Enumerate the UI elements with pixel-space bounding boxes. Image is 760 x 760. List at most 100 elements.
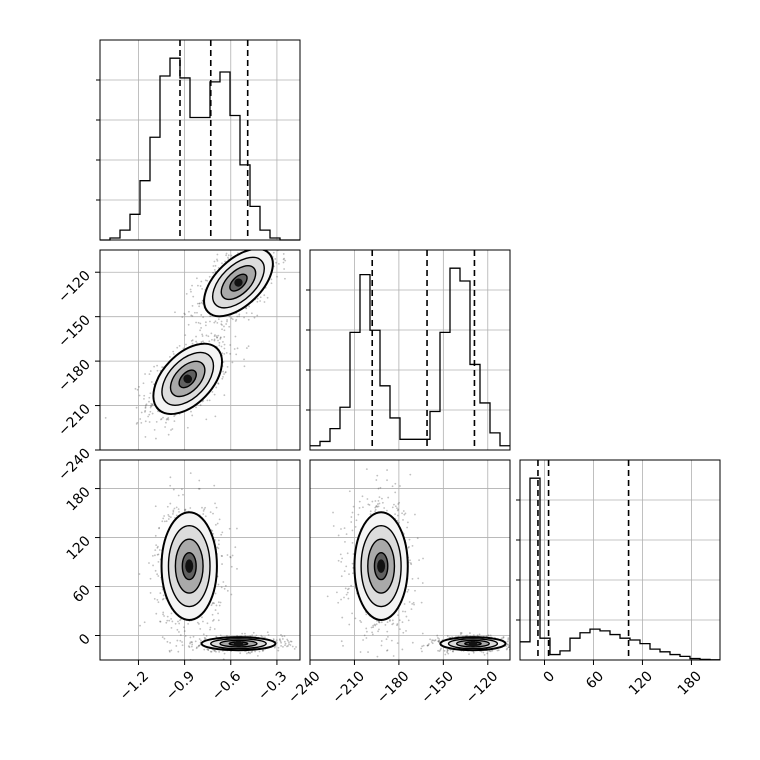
- scatter-point: [215, 386, 218, 389]
- scatter-point: [434, 639, 437, 641]
- scatter-point: [291, 645, 294, 648]
- scatter-point: [216, 258, 218, 261]
- scatter-point: [488, 650, 491, 653]
- scatter-point: [286, 645, 288, 648]
- scatter-point: [436, 634, 439, 637]
- scatter-point: [223, 336, 226, 338]
- scatter-point: [410, 608, 413, 611]
- scatter-point: [186, 426, 189, 429]
- density-peak: [377, 559, 386, 573]
- scatter-point: [271, 208, 273, 210]
- scatter-point: [201, 616, 203, 619]
- scatter-point: [388, 620, 391, 622]
- scatter-point: [370, 626, 373, 629]
- scatter-point: [496, 649, 499, 652]
- scatter-point: [192, 635, 195, 638]
- scatter-point: [272, 638, 275, 640]
- scatter-point: [287, 645, 289, 647]
- scatter-point: [506, 647, 509, 650]
- scatter-point: [489, 650, 492, 653]
- x-tick-label: −150: [418, 668, 457, 707]
- scatter-point: [427, 644, 430, 647]
- scatter-point: [217, 339, 219, 342]
- scatter-point: [218, 604, 221, 607]
- scatter-point: [135, 422, 138, 425]
- scatter-point: [213, 338, 216, 341]
- scatter-point: [437, 637, 439, 639]
- scatter-point: [337, 601, 340, 604]
- scatter-point: [188, 310, 190, 313]
- scatter-point: [277, 262, 280, 265]
- scatter-point: [201, 288, 204, 290]
- scatter-point: [381, 501, 384, 504]
- x-tick-label: −0.9: [163, 668, 198, 703]
- scatter-point: [202, 340, 204, 343]
- scatter-point: [162, 594, 165, 597]
- scatter-point: [256, 300, 259, 303]
- scatter-point: [348, 490, 351, 493]
- scatter-point: [345, 533, 348, 535]
- scatter-point: [363, 634, 366, 637]
- scatter-point: [155, 420, 158, 423]
- scatter-point: [342, 644, 344, 647]
- scatter-point: [165, 418, 168, 421]
- scatter-point: [365, 468, 368, 471]
- scatter-point: [184, 508, 186, 511]
- scatter-point: [209, 315, 212, 318]
- scatter-point: [187, 622, 190, 625]
- scatter-point: [402, 519, 404, 521]
- scatter-point: [228, 325, 231, 328]
- density-peak: [233, 640, 244, 647]
- scatter-point: [284, 259, 287, 262]
- scatter-point: [480, 650, 483, 653]
- scatter-point: [231, 361, 234, 364]
- scatter-point: [506, 643, 509, 646]
- y-tick-label: 180: [64, 484, 94, 514]
- scatter-point: [290, 640, 293, 643]
- scatter-point: [224, 584, 227, 587]
- scatter-point: [195, 277, 198, 280]
- scatter-point: [229, 352, 232, 355]
- scatter-point: [376, 503, 379, 505]
- scatter-point: [359, 619, 361, 622]
- scatter-point: [217, 334, 220, 337]
- scatter-point: [140, 421, 143, 424]
- scatter-point: [191, 641, 193, 644]
- scatter-point: [204, 324, 207, 327]
- y-tick-label: −210: [55, 401, 94, 440]
- scatter-point: [178, 631, 180, 633]
- scatter-point: [283, 640, 286, 643]
- scatter-point: [169, 484, 172, 487]
- scatter-point: [221, 377, 224, 380]
- scatter-point: [404, 512, 407, 515]
- scatter-point: [339, 553, 342, 556]
- scatter-point: [226, 365, 229, 368]
- scatter-point: [352, 505, 355, 508]
- scatter-point: [170, 617, 173, 620]
- scatter-point: [204, 321, 207, 324]
- scatter-point: [337, 534, 340, 537]
- scatter-point: [172, 488, 175, 491]
- scatter-point: [455, 635, 457, 638]
- scatter-point: [532, 641, 534, 643]
- scatter-point: [152, 564, 154, 567]
- scatter-point: [280, 633, 282, 636]
- scatter-point: [157, 575, 160, 577]
- scatter-point: [392, 655, 395, 657]
- scatter-point: [217, 539, 220, 542]
- scatter-point: [459, 631, 462, 634]
- scatter-point: [257, 232, 259, 234]
- scatter-point: [395, 507, 398, 510]
- scatter-point: [374, 500, 377, 502]
- scatter-point: [512, 636, 514, 638]
- scatter-point: [201, 299, 204, 302]
- scatter-point: [135, 406, 138, 409]
- scatter-point: [381, 497, 383, 500]
- scatter-point: [166, 417, 169, 420]
- scatter-point: [166, 615, 169, 618]
- scatter-point: [408, 538, 411, 541]
- scatter-point: [428, 643, 430, 645]
- scatter-point: [256, 654, 259, 657]
- scatter-point: [383, 507, 386, 509]
- scatter-point: [411, 602, 414, 605]
